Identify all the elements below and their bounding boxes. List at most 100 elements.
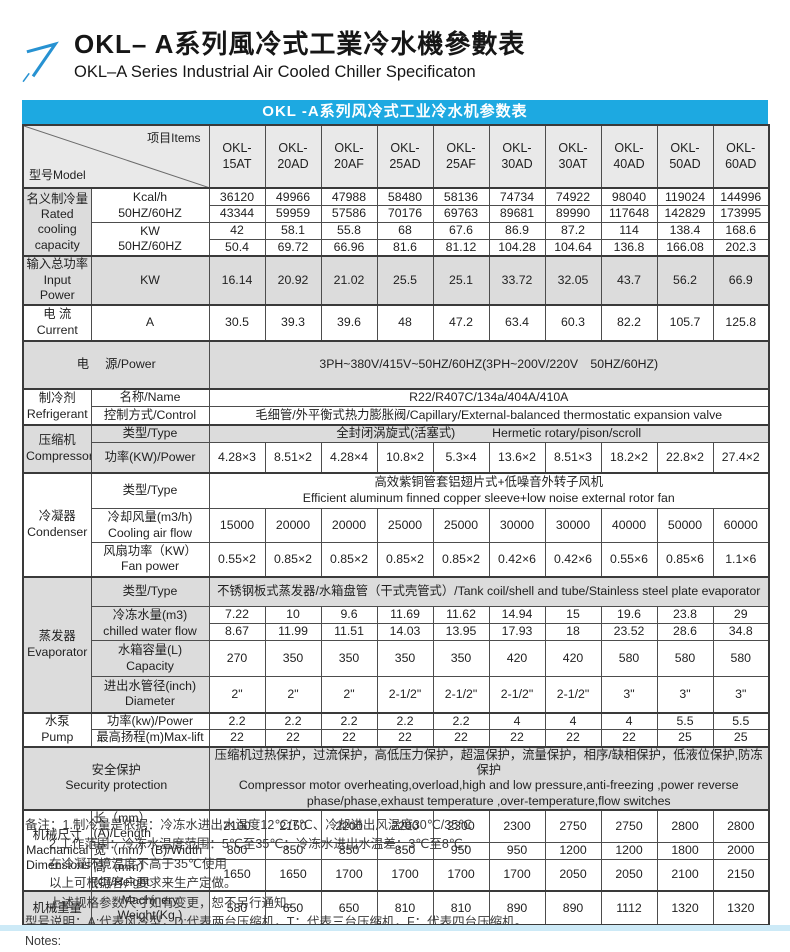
value-cell: 36120: [208, 187, 266, 206]
title-block: OKL– A系列風冷式工業冷水機參數表 OKL–A Series Industr…: [74, 29, 526, 82]
value-cell: 4: [544, 711, 602, 731]
value-cell: 49966: [264, 187, 322, 206]
rated-kw-50hz-row: KW 50HZ/60HZ 42 58.1 55.8 68 67.6 86.9 87.2 114…: [23, 221, 770, 257]
compressor-type-value: 全封闭涡旋式(活塞式) Hermetic rotary/pison/scroll: [208, 423, 770, 444]
value-cell: 2-1/2": [488, 676, 546, 714]
refrigerant-control-value: 毛细管/外平衡式热力膨胀阀/Capillary/External-balance…: [208, 406, 770, 426]
value-cell: 40000: [600, 508, 658, 544]
value-cell: 55.8: [320, 221, 378, 240]
model-header-cell: OKL- 50AD: [656, 124, 714, 189]
rated-kcal-60hz-row: 43344 59959 57586 70176 69763 89681 89990 11764…: [23, 204, 770, 223]
table-caption: OKL -A系列风冷式工业冷水机参数表: [22, 100, 768, 124]
note-line: 上述规格参数尺寸如有变更，恕不另行通知。: [49, 895, 300, 910]
value-cell: 1200: [600, 841, 658, 860]
value-cell: 17.93: [488, 623, 546, 642]
value-cell: 20000: [264, 508, 322, 544]
value-cell: 50000: [656, 508, 714, 544]
weight-unit-label: Machinery Weight(Kg ): [90, 890, 210, 926]
value-cell: 42: [208, 221, 266, 240]
power-supply-label-zh: 电: [76, 356, 90, 371]
value-cell: 81.12: [432, 238, 490, 257]
value-cell: 2.2: [208, 711, 266, 731]
arrow-up-right-icon: [22, 41, 59, 83]
pump-lift-label: 最高扬程(m)Max-lift: [90, 729, 210, 748]
model-header-cell: OKL- 60AD: [712, 124, 770, 189]
value-cell: 57586: [320, 204, 378, 223]
rated-kw-60hz-row: 50.4 69.72 66.96 81.6 81.12 104.28 104.64 136.8…: [23, 238, 770, 257]
value-cell: 32.05: [544, 255, 602, 306]
condenser-fan-label: 风扇功率（KW） Fan power: [90, 542, 210, 578]
weight-row: 机械重量 Machinery Weight(Kg ) 580 650 650 810 8…: [22, 890, 770, 926]
page-title: OKL– A系列風冷式工業冷水機參數表: [74, 29, 526, 59]
value-cell: 47.2: [432, 303, 490, 342]
value-cell: 15: [544, 606, 602, 625]
refrigerant-control-row: 控制方式/Control 毛细管/外平衡式热力膨胀阀/Capillary/Ext…: [23, 406, 770, 426]
value-cell: 22: [376, 729, 434, 748]
value-cell: 14.94: [488, 606, 546, 625]
value-cell: 60.3: [544, 303, 602, 342]
value-cell: 3": [656, 676, 714, 714]
value-cell: 25000: [376, 508, 434, 544]
value-cell: 5.5: [656, 711, 714, 731]
value-cell: 22: [488, 729, 546, 748]
condenser-fan-row: 风扇功率（KW） Fan power 0.55×2 0.85×2 0.85×2 0.8…: [23, 542, 770, 578]
value-cell: 18: [544, 623, 602, 642]
value-cell: 22.8×2: [656, 442, 714, 474]
value-cell: 2000: [712, 841, 770, 860]
value-cell: 0.42×6: [544, 542, 602, 578]
value-cell: 2050: [544, 858, 602, 892]
value-cell: 350: [264, 640, 322, 678]
value-cell: 22: [600, 729, 658, 748]
value-cell: 3": [712, 676, 770, 714]
value-cell: 69.72: [264, 238, 322, 257]
value-cell: 11.69: [376, 606, 434, 625]
value-cell: 68: [376, 221, 434, 240]
value-cell: 2150: [264, 809, 322, 843]
value-cell: 25: [656, 729, 714, 748]
value-cell: 0.85×6: [656, 542, 714, 578]
value-cell: 1200: [544, 841, 602, 860]
model-header-cell: OKL- 25AF: [432, 124, 490, 189]
value-cell: 138.4: [656, 221, 714, 240]
value-cell: 70176: [376, 204, 434, 223]
value-cell: 2300: [432, 809, 490, 843]
dimensions-label: 机械尺寸 Machanical Dimensions: [22, 809, 92, 892]
value-cell: 350: [320, 640, 378, 678]
value-cell: 202.3: [712, 238, 770, 257]
value-cell: 650: [264, 890, 322, 926]
value-cell: 0.85×2: [320, 542, 378, 578]
value-cell: 20.92: [264, 255, 322, 306]
value-cell: 82.2: [600, 303, 658, 342]
pump-label: 水泵 Pump: [22, 711, 92, 748]
evaporator-water-50hz-row: 冷冻水量(m3) chilled water flow 7.22 10 9.6 11.…: [23, 606, 770, 642]
value-cell: 142829: [656, 204, 714, 223]
value-cell: 580: [712, 640, 770, 678]
value-cell: 2050: [600, 858, 658, 892]
power-supply-value: 3PH~380V/415V~50HZ/60HZ(3PH~200V/220V 50…: [208, 339, 770, 390]
condenser-label: 冷凝器 Condenser: [22, 471, 92, 578]
evaporator-type-label: 类型/Type: [90, 575, 210, 608]
value-cell: 8.51×2: [264, 442, 322, 474]
bottom-strip: [0, 925, 790, 931]
model-header-cell: OKL- 30AT: [544, 124, 602, 189]
value-cell: 0.55×6: [600, 542, 658, 578]
value-cell: 890: [488, 890, 546, 926]
value-cell: 2750: [544, 809, 602, 843]
value-cell: 2300: [488, 809, 546, 843]
corner-model-label: 型号Model: [29, 168, 86, 183]
compressor-power-row: 功率(KW)/Power 4.28×3 8.51×2 4.28×4 10.8×2 5.3…: [23, 442, 770, 474]
dimensions-width-label: 宽（mm）(B)/Width: [90, 841, 210, 860]
value-cell: 48: [376, 303, 434, 342]
value-cell: 25.5: [376, 255, 434, 306]
value-cell: 23.52: [600, 623, 658, 642]
value-cell: 25.1: [432, 255, 490, 306]
compressor-type-label: 类型/Type: [90, 423, 210, 444]
evaporator-diameter-row: 进出水管径(inch) Diameter 2" 2" 2" 2-1/2" 2-1/2" 2…: [23, 676, 770, 714]
value-cell: 0.85×2: [376, 542, 434, 578]
value-cell: 13.6×2: [488, 442, 546, 474]
note-line: 在冷凝环境温度不高于35℃使用: [49, 856, 227, 871]
refrigerant-name-value: R22/R407C/134a/404A/410A: [208, 387, 770, 408]
compressor-type-row: 压缩机 Compressor 类型/Type 全封闭涡旋式(活塞式) Herme…: [22, 423, 770, 474]
value-cell: 74922: [544, 187, 602, 206]
corner-items-label: 项目Items: [147, 131, 201, 145]
